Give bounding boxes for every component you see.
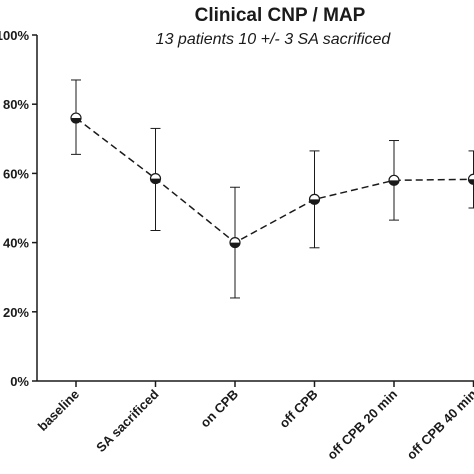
y-tick-label: 40% — [3, 236, 29, 251]
data-point — [149, 172, 162, 185]
chart-subtitle: 13 patients 10 +/- 3 SA sacrificed — [156, 31, 392, 48]
marker-fill — [468, 179, 474, 185]
error-bars — [71, 79, 474, 299]
data-point — [388, 174, 400, 186]
series-markers — [70, 112, 474, 249]
y-tick-label: 20% — [3, 305, 29, 320]
axes — [36, 35, 474, 382]
y-axis-ticks: 0% 20% 40% 60% 80% 100% — [0, 28, 37, 389]
x-tick-label: SA sacrificed — [93, 386, 162, 455]
y-tick-label: 100% — [0, 28, 29, 43]
series-lines — [75, 117, 474, 244]
x-tick-label: off CPB — [276, 387, 320, 431]
marker-fill — [150, 178, 161, 184]
series-line — [75, 117, 474, 244]
x-tick-label: baseline — [35, 387, 82, 434]
marker-fill — [71, 118, 81, 124]
marker-fill — [309, 199, 320, 205]
data-point — [467, 173, 474, 185]
y-tick-label: 0% — [10, 374, 29, 389]
data-point — [70, 112, 82, 124]
y-tick-label: 80% — [3, 97, 29, 112]
chart-title: Clinical CNP / MAP — [195, 5, 366, 26]
x-tick-label: off CPB 20 min — [324, 386, 400, 462]
x-axis-ticks: baseline SA sacrificed on CPB off CPB off CP… — [35, 381, 474, 463]
data-point — [229, 237, 241, 249]
marker-fill — [389, 180, 399, 186]
marker-fill — [230, 242, 240, 248]
y-tick-label: 60% — [3, 166, 29, 181]
x-tick-label: on CPB — [197, 387, 241, 431]
data-point — [308, 193, 321, 205]
x-tick-label: off CPB 40 min — [404, 386, 474, 462]
